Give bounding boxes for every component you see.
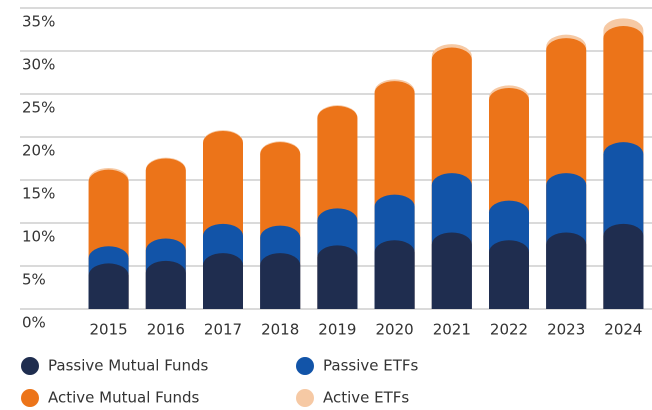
legend-label: Passive ETFs: [323, 357, 419, 375]
legend-label: Passive Mutual Funds: [48, 357, 209, 375]
legend-swatch: [21, 389, 39, 407]
y-tick-label: 10%: [22, 228, 55, 246]
x-tick-label: 2017: [204, 321, 242, 339]
bar-segment: [489, 240, 529, 309]
x-tick-label: 2024: [604, 321, 642, 339]
legend-swatch: [296, 357, 314, 375]
bar-segment: [203, 253, 243, 309]
y-tick-label: 5%: [22, 271, 46, 289]
x-tick-label: 2019: [318, 321, 356, 339]
bar-segment: [145, 260, 186, 309]
bar-segment: [88, 263, 129, 309]
x-tick-label: 2020: [376, 321, 414, 339]
y-tick-label: 30%: [22, 56, 55, 74]
y-tick-label: 35%: [22, 13, 55, 31]
legend-swatch: [21, 357, 39, 375]
legend-swatch: [296, 389, 314, 407]
legend-label: Active ETFs: [323, 389, 409, 407]
y-tick-label: 20%: [22, 142, 55, 160]
bar-segment: [603, 223, 644, 309]
y-tick-label: 25%: [22, 99, 55, 117]
bar-segment: [546, 232, 587, 309]
y-tick-label: 0%: [22, 314, 46, 332]
x-tick-label: 2023: [547, 321, 585, 339]
x-tick-label: 2021: [433, 321, 471, 339]
x-tick-label: 2022: [490, 321, 528, 339]
bar-segment: [260, 253, 301, 309]
legend-label: Active Mutual Funds: [48, 389, 199, 407]
x-tick-label: 2015: [90, 321, 128, 339]
bar-segment: [317, 245, 358, 309]
bar-segment: [431, 232, 472, 309]
bar-segment: [374, 240, 415, 309]
x-tick-label: 2016: [147, 321, 185, 339]
y-tick-label: 15%: [22, 185, 55, 203]
x-tick-label: 2018: [261, 321, 299, 339]
